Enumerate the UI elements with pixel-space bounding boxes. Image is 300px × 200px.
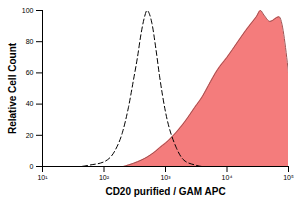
svg-text:10³: 10³	[160, 174, 171, 181]
svg-text:10¹: 10¹	[37, 174, 48, 181]
svg-text:20: 20	[26, 132, 34, 139]
svg-text:10⁵: 10⁵	[283, 174, 294, 181]
svg-text:60: 60	[26, 69, 34, 76]
svg-text:80: 80	[26, 38, 34, 45]
svg-text:0: 0	[30, 163, 34, 170]
svg-text:40: 40	[26, 100, 34, 107]
svg-text:CD20 purified / GAM APC: CD20 purified / GAM APC	[105, 186, 225, 197]
svg-text:10⁴: 10⁴	[222, 174, 233, 181]
svg-text:10²: 10²	[99, 174, 110, 181]
svg-text:100: 100	[22, 7, 34, 14]
svg-text:Relative Cell Count: Relative Cell Count	[7, 42, 18, 134]
